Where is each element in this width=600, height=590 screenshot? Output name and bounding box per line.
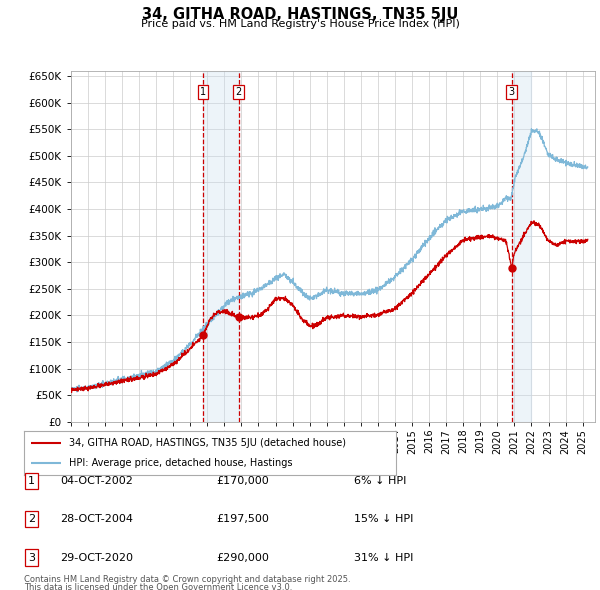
Text: 15% ↓ HPI: 15% ↓ HPI	[354, 514, 413, 524]
Text: £197,500: £197,500	[216, 514, 269, 524]
Bar	[203, 71, 239, 422]
Text: 28-OCT-2004: 28-OCT-2004	[60, 514, 133, 524]
Text: 34, GITHA ROAD, HASTINGS, TN35 5JU (detached house): 34, GITHA ROAD, HASTINGS, TN35 5JU (deta…	[68, 438, 346, 448]
Text: £290,000: £290,000	[216, 553, 269, 562]
Text: 3: 3	[28, 553, 35, 562]
Text: Contains HM Land Registry data © Crown copyright and database right 2025.: Contains HM Land Registry data © Crown c…	[24, 575, 350, 584]
Text: 2: 2	[235, 87, 242, 97]
Text: 04-OCT-2002: 04-OCT-2002	[60, 476, 133, 486]
Text: 2: 2	[28, 514, 35, 524]
Text: This data is licensed under the Open Government Licence v3.0.: This data is licensed under the Open Gov…	[24, 583, 292, 590]
Text: £170,000: £170,000	[216, 476, 269, 486]
Text: 1: 1	[200, 87, 206, 97]
Text: 6% ↓ HPI: 6% ↓ HPI	[354, 476, 406, 486]
Text: 34, GITHA ROAD, HASTINGS, TN35 5JU: 34, GITHA ROAD, HASTINGS, TN35 5JU	[142, 7, 458, 22]
Bar	[512, 71, 532, 422]
Text: HPI: Average price, detached house, Hastings: HPI: Average price, detached house, Hast…	[68, 458, 292, 468]
Text: 1: 1	[28, 476, 35, 486]
Text: 29-OCT-2020: 29-OCT-2020	[60, 553, 133, 562]
Text: Price paid vs. HM Land Registry's House Price Index (HPI): Price paid vs. HM Land Registry's House …	[140, 19, 460, 29]
Text: 3: 3	[508, 87, 515, 97]
Text: 31% ↓ HPI: 31% ↓ HPI	[354, 553, 413, 562]
